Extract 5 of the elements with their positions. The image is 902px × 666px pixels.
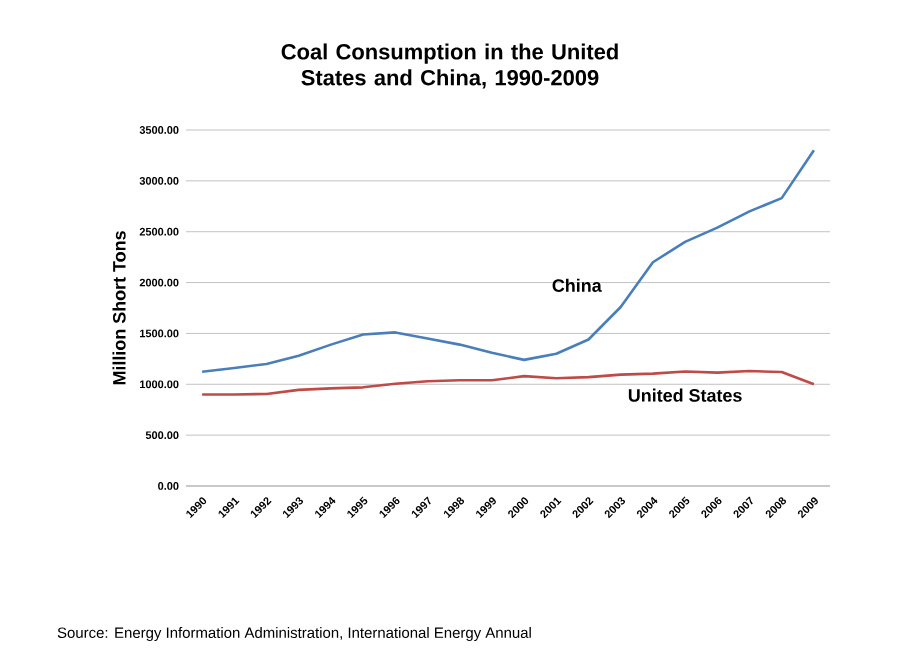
y-axis-title: Million Short Tons [112,231,126,385]
line-series [200,149,816,373]
series-label: United States [628,388,742,402]
series-label: China [552,278,602,292]
chart-title: Coal Consumption in the United States and China, 1990-2009 [281,43,618,89]
